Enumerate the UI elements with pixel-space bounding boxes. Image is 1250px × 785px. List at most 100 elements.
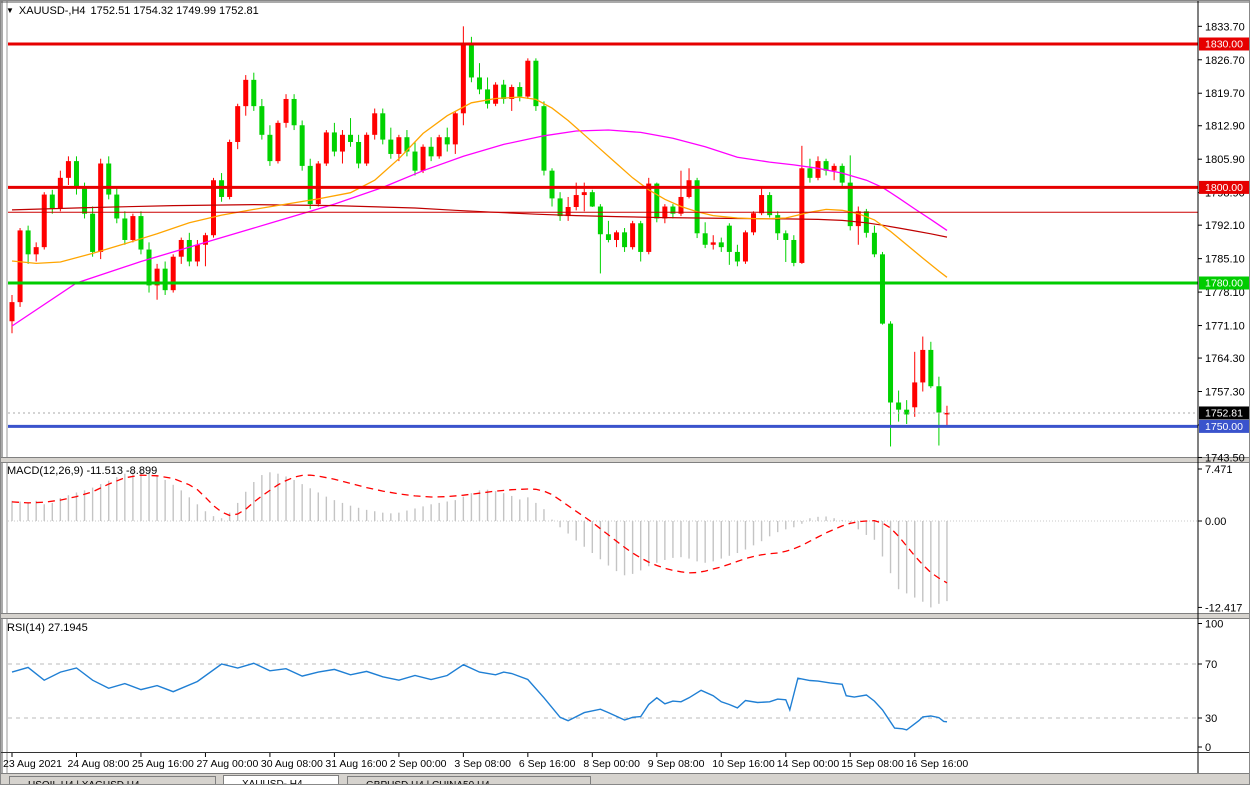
price-axis-badge bbox=[1199, 276, 1249, 290]
candle-down bbox=[267, 134, 273, 162]
candle-down bbox=[90, 213, 96, 252]
candle-down bbox=[404, 137, 410, 152]
candle-down bbox=[485, 89, 491, 104]
time-axis-label: 9 Sep 08:00 bbox=[648, 758, 705, 770]
time-axis-label: 31 Aug 16:00 bbox=[325, 758, 387, 770]
candle-down bbox=[928, 349, 934, 387]
candle-down bbox=[49, 194, 55, 209]
ma-slow-magenta-line bbox=[11, 129, 948, 327]
price-axis-label: 1771.10 bbox=[1205, 321, 1245, 333]
panel-divider[interactable] bbox=[1, 457, 1250, 463]
rsi-axis-label: 0 bbox=[1205, 742, 1211, 754]
time-axis-label: 8 Sep 00:00 bbox=[583, 758, 640, 770]
candle-down bbox=[734, 251, 740, 262]
candle-up bbox=[855, 211, 861, 227]
time-axis-label: 27 Aug 00:00 bbox=[196, 758, 258, 770]
candle-up bbox=[573, 195, 579, 207]
chart-tab-strip[interactable]: USOIL,H4 | XAGUSD,H4 XAUUSD-,H4 GBPUSD,H4 … bbox=[1, 773, 1249, 784]
candle-up bbox=[710, 242, 716, 245]
candle-down bbox=[839, 165, 845, 183]
candle-up bbox=[920, 349, 926, 383]
candle-up bbox=[630, 223, 636, 248]
candle-up bbox=[130, 216, 136, 240]
candle-down bbox=[348, 134, 354, 142]
candle-up bbox=[154, 268, 160, 286]
candle-down bbox=[775, 215, 781, 234]
candle-up bbox=[372, 113, 378, 135]
ma-fast-orange-line bbox=[11, 96, 948, 278]
candle-down bbox=[936, 386, 942, 413]
candle-down bbox=[380, 113, 386, 140]
candle-down bbox=[291, 98, 297, 126]
candle-down bbox=[533, 60, 539, 107]
chart-tab[interactable]: GBPUSD,H4 | CHINA50,H4 bbox=[347, 776, 591, 784]
rsi-axis-label: 30 bbox=[1205, 713, 1217, 725]
candle-down bbox=[73, 161, 79, 188]
time-axis-label: 16 Sep 16:00 bbox=[906, 758, 969, 770]
rsi-axis-label: 100 bbox=[1205, 619, 1223, 631]
candle-up bbox=[678, 196, 684, 214]
rsi-line bbox=[11, 662, 948, 731]
candle-up bbox=[815, 161, 821, 178]
candle-up bbox=[799, 168, 805, 263]
candle-down bbox=[412, 151, 418, 171]
candle-up bbox=[525, 60, 531, 97]
candle-down bbox=[356, 141, 362, 164]
time-axis-label: 30 Aug 08:00 bbox=[261, 758, 323, 770]
candle-up bbox=[202, 235, 208, 245]
candle-down bbox=[896, 402, 902, 410]
candle-down bbox=[388, 139, 394, 154]
macd-axis-label: 7.471 bbox=[1205, 464, 1233, 476]
price-axis-label: 1833.70 bbox=[1205, 21, 1245, 33]
panel-divider[interactable] bbox=[1, 613, 1250, 619]
candle-up bbox=[396, 137, 402, 154]
candle-up bbox=[460, 44, 466, 114]
candle-down bbox=[767, 195, 773, 216]
candle-up bbox=[831, 165, 837, 171]
candle-down bbox=[863, 211, 869, 233]
ohlc-values: 1752.51 1754.32 1749.99 1752.81 bbox=[90, 5, 259, 17]
candle-down bbox=[307, 165, 313, 205]
chart-tab-active[interactable]: XAUUSD-,H4 bbox=[223, 775, 339, 784]
candle-down bbox=[476, 77, 482, 90]
candle-up bbox=[493, 84, 499, 104]
macd-axis-label: 0.00 bbox=[1205, 516, 1226, 528]
price-axis-badge-label: 1752.81 bbox=[1205, 407, 1243, 419]
chart-tab[interactable]: USOIL,H4 | XAGUSD,H4 bbox=[9, 776, 216, 784]
price-axis-badge-label: 1750.00 bbox=[1205, 421, 1243, 433]
candle-down bbox=[146, 249, 152, 286]
candle-up bbox=[65, 161, 71, 178]
time-axis-label: 3 Sep 08:00 bbox=[454, 758, 511, 770]
price-axis-label: 1819.70 bbox=[1205, 88, 1245, 100]
candle-up bbox=[211, 180, 216, 236]
price-axis-label: 1812.90 bbox=[1205, 121, 1245, 133]
chart-menu-dropdown-icon[interactable]: ▼ bbox=[6, 6, 14, 15]
candle-up bbox=[509, 87, 515, 99]
candle-up bbox=[420, 146, 426, 171]
price-axis-badge bbox=[1199, 419, 1249, 433]
candle-down bbox=[622, 232, 628, 248]
price-axis-label: 1757.30 bbox=[1205, 387, 1245, 399]
time-axis-label: 23 Aug 2021 bbox=[3, 758, 62, 770]
candle-up bbox=[565, 206, 571, 217]
candle-down bbox=[597, 206, 603, 235]
candle-down bbox=[589, 192, 595, 207]
candle-down bbox=[702, 233, 708, 245]
candle-down bbox=[25, 230, 31, 255]
candle-down bbox=[82, 187, 88, 214]
candle-up bbox=[17, 230, 23, 303]
candle-down bbox=[468, 44, 474, 78]
price-axis-badge-label: 1830.00 bbox=[1205, 39, 1243, 51]
candle-down bbox=[259, 106, 265, 135]
candle-down bbox=[501, 84, 507, 99]
candle-up bbox=[944, 412, 950, 415]
time-axis-label: 25 Aug 16:00 bbox=[132, 758, 194, 770]
candle-up bbox=[436, 137, 442, 157]
candle-up bbox=[614, 232, 619, 240]
candle-down bbox=[783, 233, 789, 240]
candle-down bbox=[654, 183, 660, 219]
price-axis-label: 1764.30 bbox=[1205, 353, 1245, 365]
